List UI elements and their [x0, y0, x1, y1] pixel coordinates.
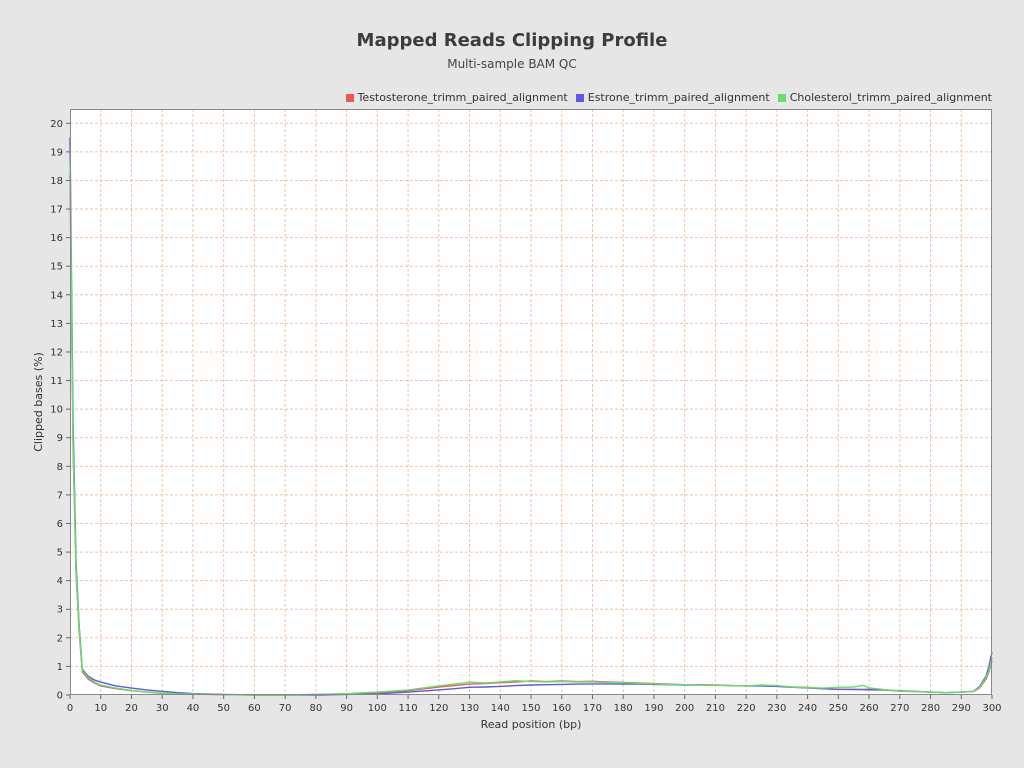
y-tick-label: 18	[50, 176, 63, 187]
x-tick-label: 220	[737, 703, 756, 714]
y-tick-label: 3	[57, 605, 63, 616]
y-tick-label: 15	[50, 262, 63, 273]
x-tick-label: 130	[460, 703, 479, 714]
x-tick-label: 250	[829, 703, 848, 714]
y-tick-label: 8	[57, 462, 63, 473]
legend-item-cholesterol: Cholesterol_trimm_paired_alignment	[777, 91, 992, 104]
legend-item-testosterone: Testosterone_trimm_paired_alignment	[345, 91, 568, 104]
y-tick-label: 6	[57, 519, 63, 530]
legend-label-cholesterol: Cholesterol_trimm_paired_alignment	[789, 91, 992, 104]
y-tick-label: 16	[50, 233, 63, 244]
x-tick-label: 30	[156, 703, 169, 714]
x-tick-label: 280	[921, 703, 940, 714]
x-tick-label: 170	[583, 703, 602, 714]
legend-label-estrone: Estrone_trimm_paired_alignment	[587, 91, 770, 104]
x-tick-label: 180	[614, 703, 633, 714]
x-tick-label: 210	[706, 703, 725, 714]
x-tick-label: 10	[94, 703, 107, 714]
x-tick-label: 160	[552, 703, 571, 714]
y-axis-label: Clipped bases (%)	[32, 352, 45, 452]
legend-swatch-cholesterol	[777, 93, 786, 102]
y-tick-label: 17	[50, 205, 63, 216]
y-tick-label: 10	[50, 405, 63, 416]
x-tick-label: 40	[187, 703, 200, 714]
chart-legend: Testosterone_trimm_paired_alignment Estr…	[345, 91, 992, 104]
x-tick-label: 290	[952, 703, 971, 714]
x-tick-label: 120	[429, 703, 448, 714]
y-tick-label: 20	[50, 119, 63, 130]
x-tick-label: 50	[217, 703, 230, 714]
series-line-cholesterol	[69, 163, 993, 696]
x-tick-label: 110	[399, 703, 418, 714]
y-tick-label: 14	[50, 290, 63, 301]
x-tick-label: 270	[890, 703, 909, 714]
x-tick-label: 140	[491, 703, 510, 714]
x-tick-label: 20	[125, 703, 138, 714]
x-tick-label: 90	[340, 703, 353, 714]
x-axis-label: Read position (bp)	[481, 718, 582, 731]
y-tick-label: 19	[50, 147, 63, 158]
y-tick-label: 13	[50, 319, 63, 330]
y-tick-label: 11	[50, 376, 63, 387]
x-tick-label: 150	[521, 703, 540, 714]
x-tick-label: 0	[67, 703, 73, 714]
series-lines	[69, 137, 993, 696]
legend-swatch-testosterone	[345, 93, 354, 102]
chart-subtitle: Multi-sample BAM QC	[447, 57, 577, 71]
x-tick-label: 100	[368, 703, 387, 714]
x-tick-label: 260	[860, 703, 879, 714]
y-tick-label: 0	[57, 691, 63, 702]
y-tick-label: 5	[57, 548, 63, 559]
x-tick-label: 200	[675, 703, 694, 714]
x-tick-label: 70	[279, 703, 292, 714]
y-tick-label: 9	[57, 433, 63, 444]
x-tick-label: 190	[644, 703, 663, 714]
x-tick-label: 300	[982, 703, 1001, 714]
chart-title: Mapped Reads Clipping Profile	[356, 30, 668, 51]
x-tick-label: 240	[798, 703, 817, 714]
legend-swatch-estrone	[575, 93, 584, 102]
x-axis-ticks: 0 10 20 30 40 50 60 70 80 90 100 110 120 130 140 150 160…	[67, 695, 1002, 714]
x-tick-label: 80	[309, 703, 322, 714]
plot-border	[70, 109, 992, 695]
grid-lines	[70, 109, 992, 695]
x-tick-label: 230	[767, 703, 786, 714]
legend-item-estrone: Estrone_trimm_paired_alignment	[575, 91, 770, 104]
y-tick-label: 4	[57, 576, 63, 587]
y-tick-label: 12	[50, 347, 63, 358]
legend-label-testosterone: Testosterone_trimm_paired_alignment	[357, 91, 568, 104]
x-tick-label: 60	[248, 703, 261, 714]
y-tick-label: 2	[57, 633, 63, 644]
y-tick-label: 7	[57, 490, 63, 501]
y-tick-label: 1	[57, 662, 63, 673]
